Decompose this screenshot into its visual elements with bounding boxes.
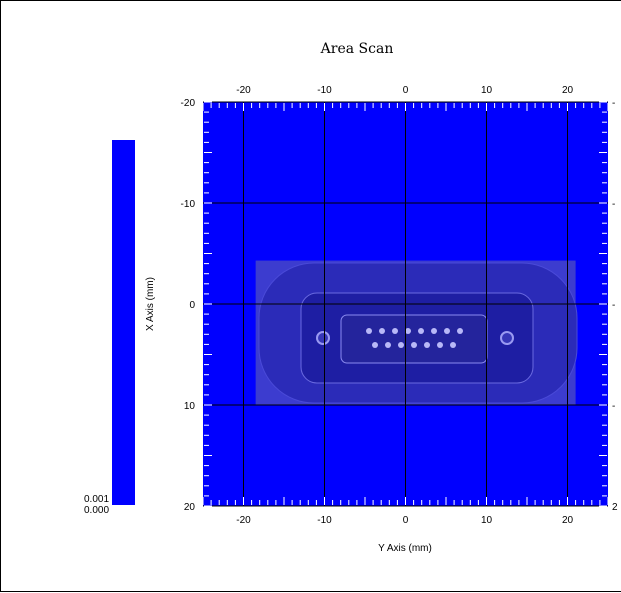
y-tick-label-right: - <box>612 98 615 109</box>
connector-pin <box>418 328 424 334</box>
connector-pin <box>379 328 385 334</box>
connector-pin <box>385 342 391 348</box>
connector-pin <box>437 342 443 348</box>
colorbar <box>112 140 135 505</box>
y-axis-title: X Axis (mm) <box>145 277 156 331</box>
screw-left <box>316 331 330 345</box>
x-tick-label-top: 10 <box>481 85 493 96</box>
y-tick-label-right: 2 <box>612 502 618 513</box>
connector-pin <box>398 342 404 348</box>
connector-pin <box>444 328 450 334</box>
y-tick-label-left: -20 <box>181 98 196 109</box>
chart-title: Area Scan <box>320 41 394 57</box>
x-tick-label-top: 0 <box>403 85 409 96</box>
connector-pin <box>424 342 430 348</box>
x-tick-label-bottom: 0 <box>403 515 409 526</box>
y-tick-label-left: 0 <box>189 300 195 311</box>
connector-pin <box>450 342 456 348</box>
x-tick-label-top: 20 <box>562 85 574 96</box>
connector-pin <box>457 328 463 334</box>
connector-pin <box>366 328 372 334</box>
scan-overlay-image <box>255 260 578 405</box>
y-tick-label-left: 20 <box>184 502 196 513</box>
connector-pin <box>392 328 398 334</box>
grid-lines <box>203 101 608 507</box>
minor-ticks <box>202 101 609 507</box>
x-tick-label-bottom: -10 <box>317 515 332 526</box>
y-tick-label-left: -10 <box>181 199 196 210</box>
connector-pin <box>405 328 411 334</box>
connector-pin <box>411 342 417 348</box>
x-tick-label-top: -20 <box>236 85 251 96</box>
tick-labels: -20 -10 0 10 20 -20 -10 0 10 20 -20 -10 0 10 20 - - - - 2 <box>181 85 618 526</box>
colorbar-min-label: 0.000 <box>84 505 109 516</box>
y-tick-label-right: - <box>612 199 615 210</box>
connector-pins <box>366 328 463 348</box>
screw-right <box>500 331 514 345</box>
x-tick-label-top: -10 <box>317 85 332 96</box>
x-axis-title: Y Axis (mm) <box>378 543 432 554</box>
connector-pin <box>431 328 437 334</box>
x-tick-label-bottom: 20 <box>562 515 574 526</box>
y-tick-label-right: - <box>612 300 615 311</box>
x-tick-label-bottom: 10 <box>481 515 493 526</box>
connector-pin <box>372 342 378 348</box>
y-tick-label-right: - <box>612 401 615 412</box>
y-tick-label-left: 10 <box>184 401 196 412</box>
connector-plug <box>340 314 488 364</box>
colorbar-max-label: 0.001 <box>84 494 109 505</box>
x-tick-label-bottom: -20 <box>236 515 251 526</box>
